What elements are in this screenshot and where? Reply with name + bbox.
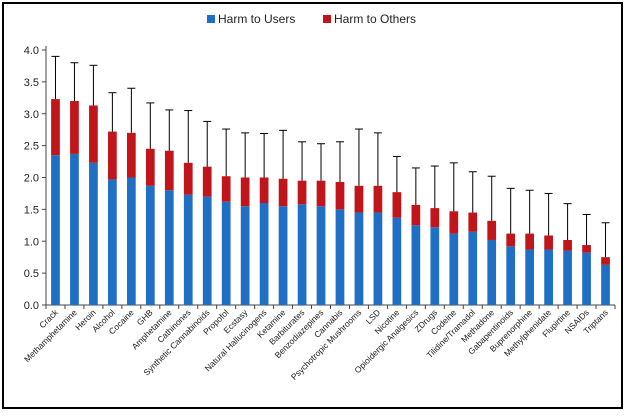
bar-harm-to-users — [126, 177, 136, 305]
bar-harm-to-others — [145, 148, 155, 186]
y-tick-label: 2.5 — [24, 141, 39, 153]
bar-harm-to-others — [373, 185, 383, 213]
bar-harm-to-users — [392, 217, 402, 305]
bar-harm-to-others — [506, 233, 516, 247]
legend-swatch-harm-to-users — [207, 15, 215, 23]
y-tick-label: 3.5 — [24, 77, 39, 89]
bar-harm-to-others — [70, 101, 79, 154]
bar-harm-to-users — [430, 227, 440, 305]
bar-harm-to-users — [487, 239, 497, 305]
bar-harm-to-others — [354, 185, 364, 213]
bar-harm-to-users — [145, 185, 155, 305]
bar-harm-to-others — [164, 150, 174, 191]
bar-harm-to-others — [297, 180, 307, 205]
bar-harm-to-users — [183, 194, 193, 305]
bar-harm-to-others — [51, 99, 60, 156]
legend-swatch-harm-to-others — [323, 15, 331, 23]
bar-harm-to-others — [221, 176, 231, 202]
bar-harm-to-others — [259, 177, 269, 203]
y-tick-label: 1.0 — [24, 236, 39, 248]
bar-harm-to-others — [525, 233, 535, 250]
bar-harm-to-others — [108, 131, 117, 180]
bar-harm-to-users — [70, 153, 79, 305]
stacked-bar-chart: Harm to Users Harm to Others 0.0 0.5 1.0 1.… — [22, 12, 616, 382]
bar-harm-to-users — [108, 179, 117, 305]
bar-harm-to-others — [392, 192, 402, 218]
legend-label-harm-to-users: Harm to Users — [218, 12, 295, 26]
bar-harm-to-users — [544, 249, 553, 305]
bar-harm-to-others — [89, 105, 98, 163]
legend: Harm to Users Harm to Others — [207, 12, 416, 26]
bar-harm-to-users — [354, 212, 364, 305]
bar-harm-to-others — [582, 245, 591, 253]
y-tick-label: 1.5 — [24, 204, 39, 216]
bar-harm-to-others — [487, 220, 497, 240]
bar-harm-to-users — [221, 201, 231, 305]
bar-harm-to-others — [335, 181, 345, 210]
bar-harm-to-others — [240, 177, 250, 207]
y-tick-label: 0.5 — [24, 268, 39, 280]
bar-harm-to-users — [601, 264, 610, 305]
y-tick-label: 4.0 — [24, 45, 39, 57]
y-tick-label: 0.0 — [24, 300, 39, 312]
bar-harm-to-others — [278, 178, 288, 207]
bar-harm-to-users — [259, 203, 269, 305]
chart-frame: Harm to Users Harm to Others 0.0 0.5 1.0 1.… — [2, 2, 623, 409]
bar-harm-to-users — [278, 206, 288, 305]
bar-harm-to-others — [468, 212, 478, 232]
bar-harm-to-others — [563, 239, 572, 251]
bar-harm-to-others — [449, 211, 459, 234]
bar-harm-to-users — [525, 249, 535, 305]
bar-harm-to-others — [601, 257, 610, 265]
bar-harm-to-users — [563, 250, 572, 305]
bar-harm-to-others — [202, 166, 212, 197]
bar-harm-to-users — [335, 209, 345, 305]
bar-harm-to-users — [51, 155, 60, 305]
bar-harm-to-others — [544, 235, 553, 250]
bar-harm-to-others — [316, 180, 326, 207]
bar-harm-to-users — [506, 246, 516, 305]
bar-harm-to-users — [89, 162, 98, 305]
legend-label-harm-to-others: Harm to Others — [334, 12, 416, 26]
bar-harm-to-others — [126, 132, 136, 178]
bar-harm-to-users — [297, 204, 307, 305]
bar-harm-to-users — [164, 190, 174, 305]
bar-harm-to-others — [411, 204, 421, 226]
plot-area: 0.00.51.01.52.02.53.03.54.0CrackMethamph… — [22, 45, 616, 382]
bar-harm-to-users — [449, 233, 459, 305]
bar-harm-to-users — [240, 206, 250, 305]
bar-harm-to-users — [373, 212, 383, 305]
bar-harm-to-users — [202, 196, 212, 305]
bar-harm-to-users — [582, 252, 591, 305]
y-tick-label: 2.0 — [24, 173, 39, 185]
y-tick-label: 3.0 — [24, 109, 39, 121]
bar-harm-to-users — [411, 225, 421, 305]
bar-harm-to-users — [468, 231, 478, 305]
bar-harm-to-users — [316, 206, 326, 305]
bar-harm-to-others — [183, 162, 193, 195]
bar-harm-to-others — [430, 208, 440, 228]
